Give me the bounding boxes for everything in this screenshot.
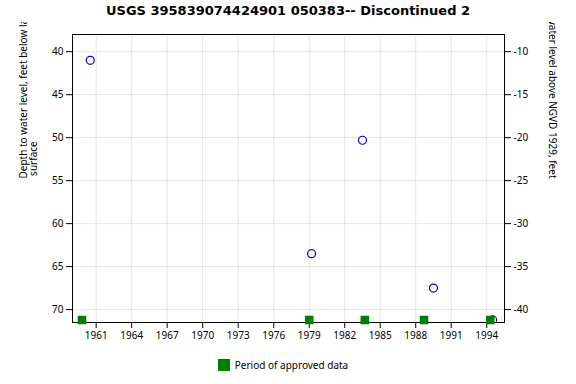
svg-text:1982: 1982 [333, 328, 356, 342]
svg-text:Depth to water level, feet bel: Depth to water level, feet below land su… [16, 22, 40, 179]
svg-text:1991: 1991 [440, 328, 463, 342]
svg-text:45: 45 [52, 87, 64, 101]
svg-text:-20: -20 [514, 130, 529, 144]
svg-text:1970: 1970 [191, 328, 214, 342]
html-text:Period of approved data: Period of approved data [234, 357, 349, 372]
svg-text:-10: -10 [514, 44, 529, 58]
svg-text:-25: -25 [514, 173, 529, 187]
svg-text:50: 50 [52, 130, 64, 144]
svg-text:1994: 1994 [475, 328, 498, 342]
svg-text:1961: 1961 [85, 328, 108, 342]
svg-text:40: 40 [52, 44, 64, 58]
svg-text:-15: -15 [514, 87, 529, 101]
svg-text:1973: 1973 [227, 328, 250, 342]
svg-text:-30: -30 [514, 216, 529, 230]
svg-text:1988: 1988 [404, 328, 427, 342]
svg-text:70: 70 [52, 302, 64, 316]
svg-text:1985: 1985 [369, 328, 392, 342]
svg-text:60: 60 [52, 216, 64, 230]
svg-text:1976: 1976 [262, 328, 285, 342]
svg-text:-40: -40 [514, 302, 529, 316]
html-text:USGS 395839074424901 050383--: USGS 395839074424901 050383-- Discontinu… [106, 3, 470, 18]
svg-text:65: 65 [52, 259, 64, 273]
svg-text:Groundwater level above NGVD 1: Groundwater level above NGVD 1929, feet [546, 22, 560, 179]
svg-text:1964: 1964 [120, 328, 143, 342]
svg-text:1979: 1979 [298, 328, 321, 342]
svg-text:-35: -35 [514, 259, 529, 273]
svg-text:55: 55 [52, 173, 64, 187]
svg-text:1967: 1967 [156, 328, 179, 342]
